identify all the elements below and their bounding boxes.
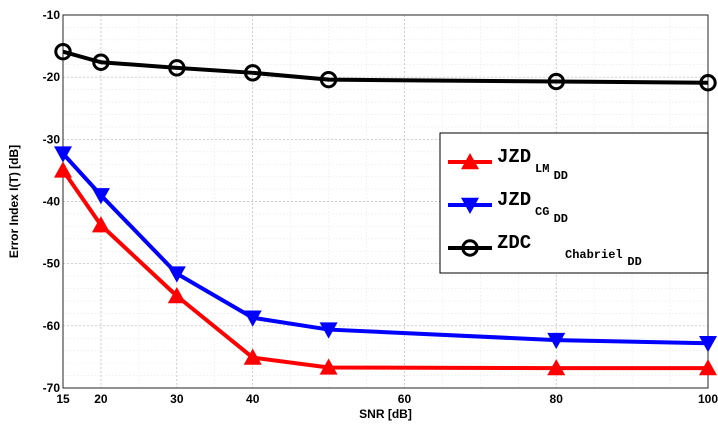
axis-ticks: 15 20 30 40 60 80 100 -70 -60 -50 -40 -30 -20 -10 [43,8,718,406]
x-tick-label: 15 [56,392,70,406]
data-point [167,266,186,283]
legend-label: JZD [497,146,531,168]
data-point [92,53,110,71]
y-tick-label: -40 [43,195,61,209]
y-tick-label: -70 [43,381,61,395]
x-axis-label: SNR [dB] [359,407,412,421]
data-point [699,74,717,92]
x-tick-label: 100 [698,392,718,406]
data-point [168,59,186,77]
legend-entry: ZDC Chabriel DD [448,232,642,269]
legend-subsubscript: DD [554,169,568,183]
y-tick-label: -60 [43,319,61,333]
data-point [461,239,479,257]
y-tick-label: -50 [43,257,61,271]
legend: JZD LM DD JZD CG DD ZDC Chabriel DD [439,132,709,274]
legend-subscript: LM [535,162,549,176]
data-point [547,359,566,376]
data-point [167,286,186,304]
data-point [461,153,479,170]
data-point [244,64,262,82]
legend-label: JZD [497,189,531,211]
data-point [54,161,72,178]
y-axis-label: Error Index I(T) [dB] [7,145,21,258]
series-line [62,49,709,85]
legend-subscript: CG [535,205,549,219]
data-point [91,216,110,233]
data-point [547,332,566,350]
y-tick-label: -20 [43,70,61,84]
data-point [243,310,262,327]
y-tick-label: -10 [43,8,61,22]
x-tick-label: 30 [170,392,184,406]
series-lines [54,42,717,376]
legend-subsubscript: DD [554,212,568,226]
series-chabriel [54,42,717,92]
data-point [699,336,717,353]
legend-entry: JZD LM DD [448,146,568,183]
data-point [54,42,72,61]
legend-subsubscript: DD [627,255,641,269]
data-point [547,72,565,91]
data-point [54,146,72,163]
x-tick-label: 60 [398,392,412,406]
data-point [699,359,717,376]
data-point [319,358,338,375]
legend-entry: JZD CG DD [448,189,568,226]
x-tick-label: 80 [550,392,564,406]
data-point [319,322,338,339]
legend-subscript: Chabriel [565,248,623,262]
y-tick-label: -30 [43,132,61,146]
x-tick-label: 20 [94,392,108,406]
x-tick-label: 40 [246,392,260,406]
data-point [461,197,479,214]
data-point [91,188,110,205]
series-cg [54,146,717,353]
series-lm [54,161,717,376]
legend-label: ZDC [497,232,531,254]
data-point [319,70,338,89]
data-point [243,348,262,365]
